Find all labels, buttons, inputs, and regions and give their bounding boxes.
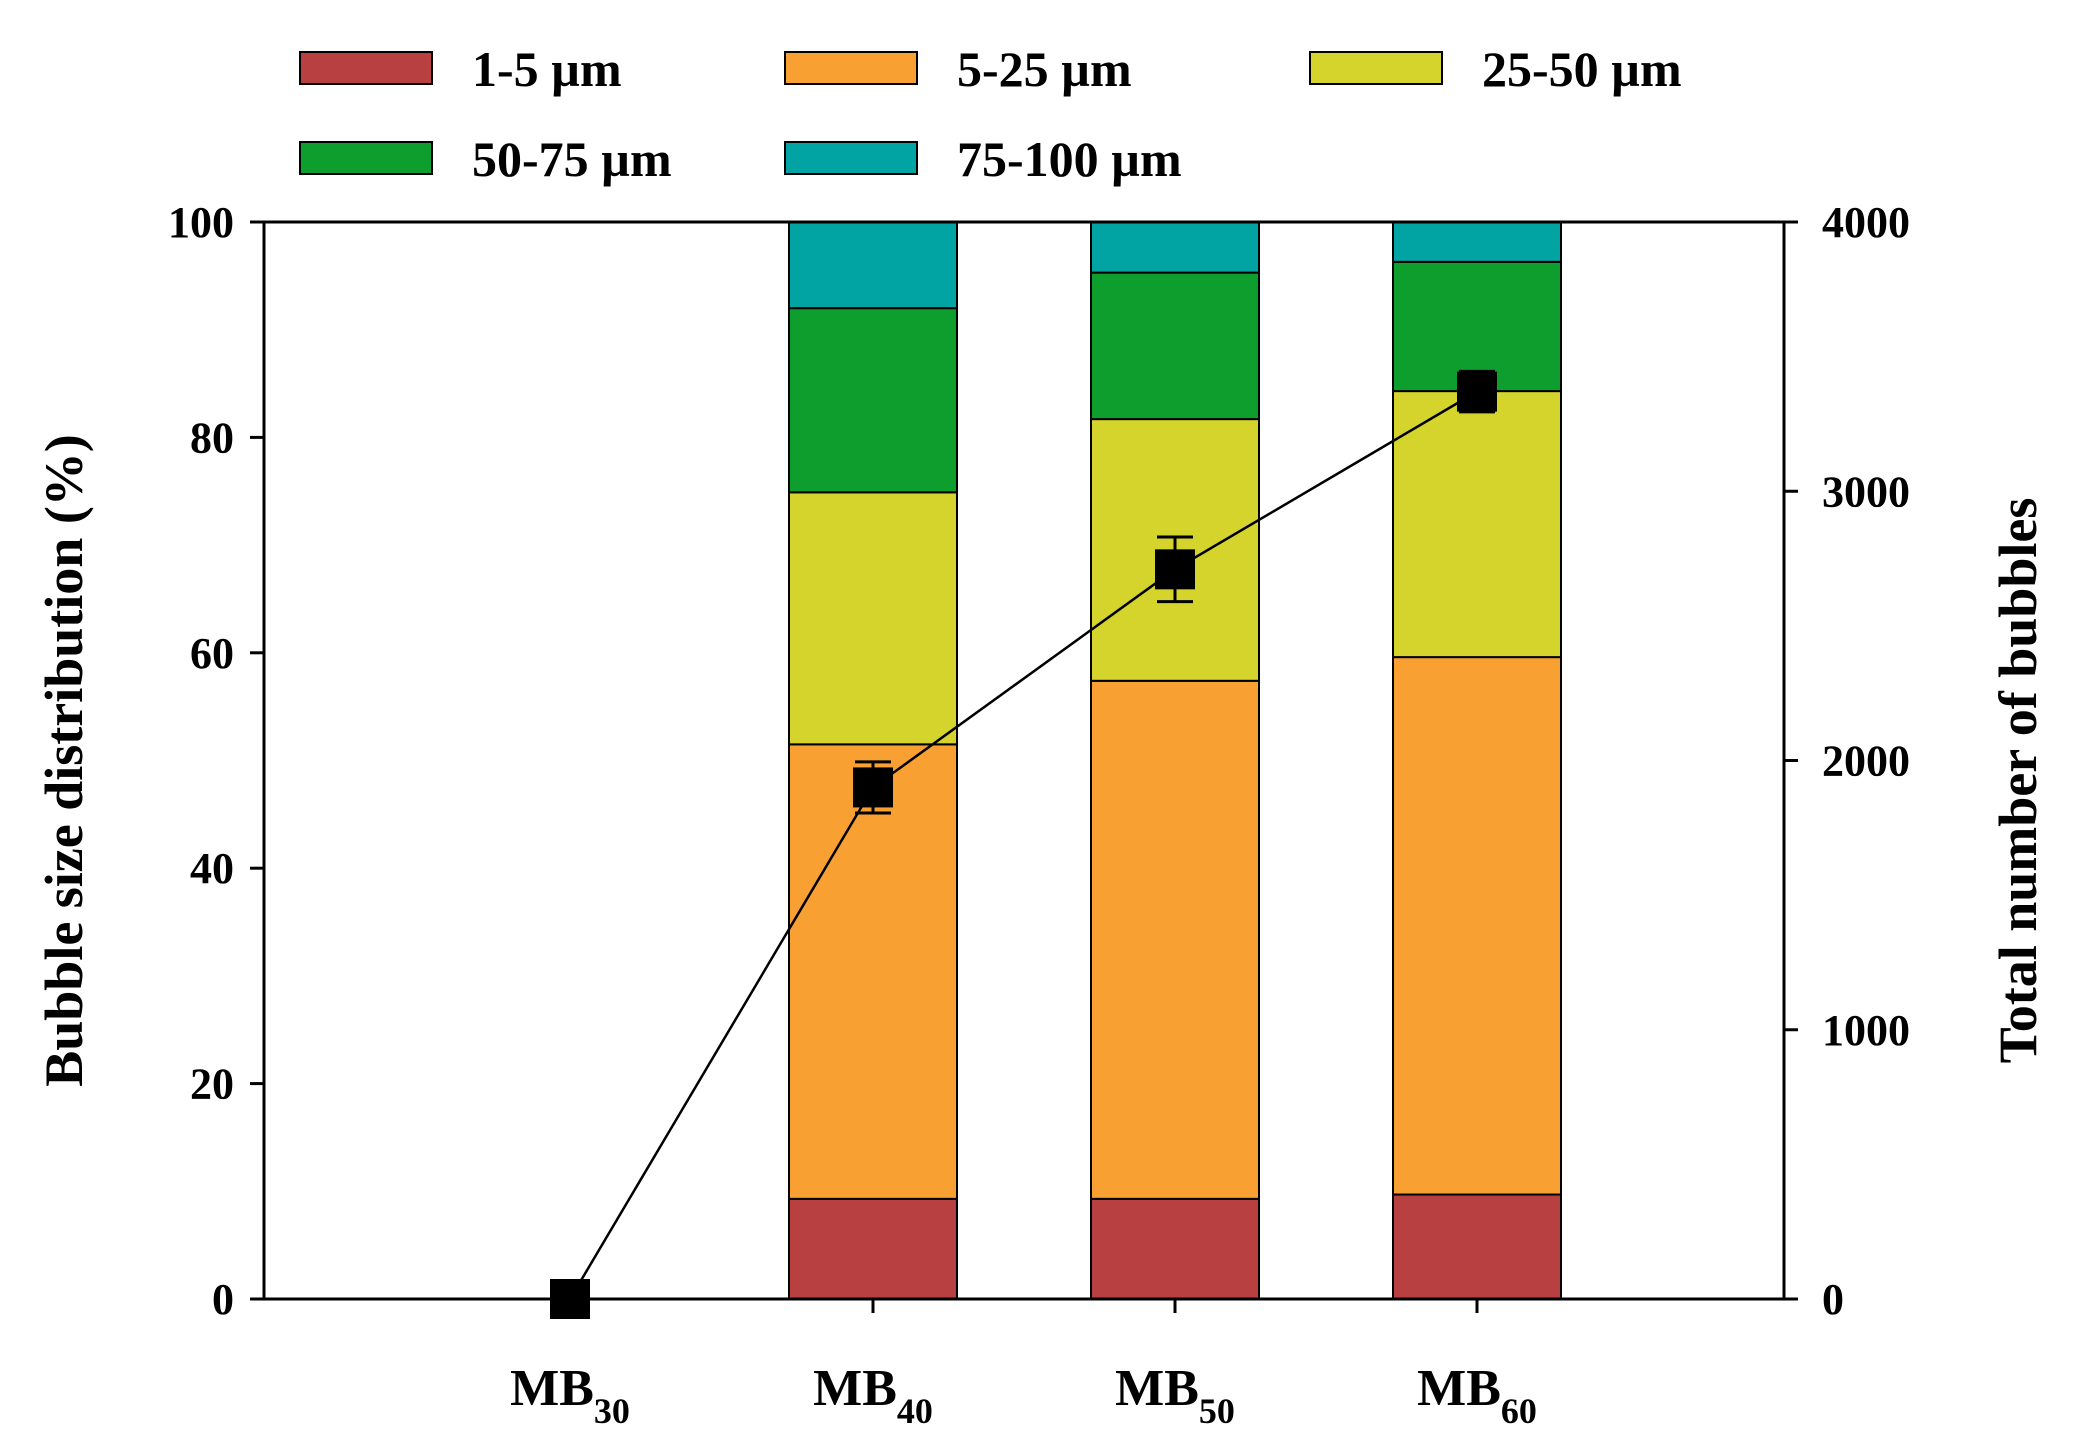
line-path	[568, 390, 1478, 1300]
bar-segment	[1392, 1193, 1562, 1301]
y-tick-label: 20	[190, 1060, 234, 1109]
right-axis: 0 1000 2000 3000 4000	[1784, 198, 1910, 1324]
bar-segment	[1090, 221, 1260, 274]
bar-segment	[1090, 271, 1260, 421]
legend-swatch	[784, 51, 918, 85]
line-series	[550, 369, 1497, 1319]
y2-tick-label: 2000	[1822, 737, 1910, 786]
line-marker	[550, 1279, 590, 1319]
y-tick-label: 60	[190, 629, 234, 678]
y2-tick-label: 4000	[1822, 198, 1910, 247]
bars	[788, 221, 1562, 1301]
bar-segment	[788, 221, 958, 310]
y2-tick-label: 0	[1822, 1275, 1844, 1324]
legend-label: 75-100 µm	[957, 131, 1182, 187]
bar-segment	[1392, 390, 1562, 659]
x-tick-label: MB50	[1115, 1360, 1235, 1431]
y2-tick-label: 3000	[1822, 467, 1910, 516]
legend-label: 50-75 µm	[472, 131, 672, 187]
bar-segment	[1392, 221, 1562, 263]
bar-segment	[788, 307, 958, 494]
x-tick-label: MB30	[510, 1360, 630, 1431]
y2-tick-label: 1000	[1822, 1006, 1910, 1055]
x-axis: MB30 MB40 MB50 MB60	[510, 1299, 1537, 1431]
bar-segment	[1392, 656, 1562, 1196]
y-tick-label: 100	[168, 198, 234, 247]
legend-swatch	[299, 141, 433, 175]
legend-swatch	[299, 51, 433, 85]
legend: 1-5 µm 5-25 µm 25-50 µm 50-75 µm 75-100 µm	[299, 41, 1682, 187]
left-axis: 0 20 40 60 80 100	[168, 198, 264, 1324]
bar-segment	[1090, 679, 1260, 1200]
bar-segment	[1090, 1197, 1260, 1300]
y-axis-title: Bubble size distribution (%)	[34, 434, 94, 1087]
legend-label: 25-50 µm	[1482, 41, 1682, 97]
line-marker	[1155, 549, 1195, 590]
x-tick-label: MB60	[1417, 1360, 1537, 1431]
legend-label: 5-25 µm	[957, 41, 1132, 97]
y-tick-label: 0	[212, 1275, 234, 1324]
line-marker	[1457, 371, 1497, 412]
legend-label: 1-5 µm	[472, 41, 622, 97]
y-tick-label: 80	[190, 413, 234, 462]
y2-axis-title: Total number of bubbles	[1988, 498, 2048, 1064]
bar-segment	[788, 1197, 958, 1300]
line-marker	[853, 767, 893, 808]
legend-swatch	[1309, 51, 1443, 85]
legend-swatch	[784, 141, 918, 175]
x-tick-label: MB40	[813, 1360, 933, 1431]
bar-segment	[788, 743, 958, 1200]
bar-segment	[788, 491, 958, 746]
y-tick-label: 40	[190, 844, 234, 893]
